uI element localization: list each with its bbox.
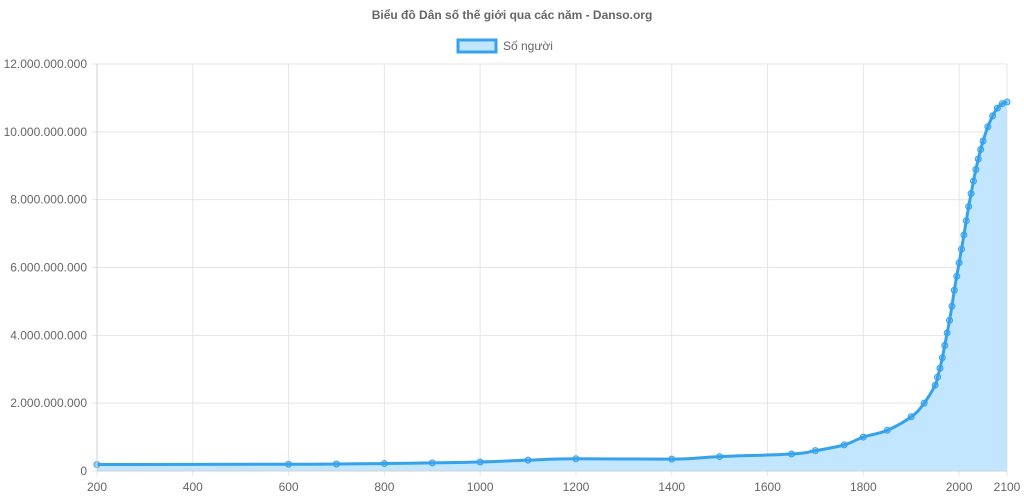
grid [92, 63, 1008, 476]
series-area [97, 101, 1007, 472]
data-point[interactable] [883, 426, 891, 434]
data-point[interactable] [948, 302, 956, 310]
data-point[interactable] [965, 202, 973, 210]
data-point[interactable] [931, 381, 939, 389]
data-point[interactable] [936, 364, 944, 372]
x-tick-label: 1000 [467, 480, 494, 494]
legend[interactable]: Số người [456, 38, 553, 54]
data-point[interactable] [668, 455, 676, 463]
data-point[interactable] [958, 245, 965, 253]
x-tick-label: 600 [279, 480, 299, 494]
series-points [93, 98, 1011, 469]
data-point[interactable] [787, 450, 795, 458]
data-point[interactable] [907, 413, 915, 421]
data-point[interactable] [989, 112, 997, 120]
data-point[interactable] [380, 460, 388, 468]
data-point[interactable] [967, 190, 975, 198]
data-point[interactable] [332, 460, 340, 468]
series-line [96, 100, 1008, 467]
axes: 200 400 600 800 1000 1200 1400 1600 1800 2000 2100… [4, 57, 1021, 494]
data-point[interactable] [934, 373, 942, 381]
data-point[interactable] [993, 104, 1001, 112]
data-point[interactable] [972, 165, 980, 173]
data-point[interactable] [1003, 98, 1011, 106]
chart-title: Biểu đồ Dân số thế giới qua các năm - Da… [372, 8, 653, 22]
data-point[interactable] [962, 217, 970, 225]
x-tick-label: 1800 [850, 480, 877, 494]
data-point[interactable] [955, 259, 963, 267]
data-point[interactable] [974, 155, 982, 163]
x-tick-label: 1400 [658, 480, 685, 494]
data-point[interactable] [984, 123, 992, 131]
data-point[interactable] [716, 453, 724, 461]
legend-swatch[interactable] [456, 38, 498, 54]
data-point[interactable] [920, 399, 928, 407]
data-point[interactable] [953, 272, 961, 280]
y-tick-label: 6.000.000.000 [10, 261, 87, 275]
data-point[interactable] [524, 456, 532, 464]
x-tick-label: 800 [374, 480, 394, 494]
data-point[interactable] [969, 177, 977, 185]
data-point[interactable] [950, 286, 958, 294]
x-tick-label: 1600 [754, 480, 781, 494]
data-point[interactable] [859, 433, 867, 441]
data-point[interactable] [977, 145, 985, 153]
x-tick-label: 200 [87, 480, 107, 494]
data-point[interactable] [572, 455, 580, 463]
x-tick-label: 400 [183, 480, 203, 494]
data-point[interactable] [840, 441, 848, 449]
x-tick-label: 1200 [563, 480, 590, 494]
data-point[interactable] [941, 342, 949, 350]
data-point[interactable] [943, 329, 951, 337]
data-point[interactable] [285, 460, 293, 468]
series-line-path [96, 100, 1008, 467]
series-area-fill [97, 101, 1007, 472]
x-tick-label: 2100 [994, 480, 1021, 494]
y-tick-label: 10.000.000.000 [4, 125, 88, 139]
data-point[interactable] [960, 231, 968, 239]
y-tick-label: 12.000.000.000 [4, 57, 88, 71]
data-point[interactable] [979, 137, 987, 145]
data-point[interactable] [811, 447, 819, 455]
data-point[interactable] [938, 354, 946, 362]
legend-label[interactable]: Số người [503, 39, 553, 53]
y-tick-label: 0 [80, 464, 87, 478]
data-point[interactable] [946, 316, 954, 324]
y-tick-label: 4.000.000.000 [10, 328, 87, 342]
x-tick-label: 2000 [946, 480, 973, 494]
y-tick-label: 8.000.000.000 [10, 193, 87, 207]
y-tick-label: 2.000.000.000 [10, 396, 87, 410]
data-point[interactable] [476, 458, 484, 466]
data-point[interactable] [428, 459, 436, 467]
